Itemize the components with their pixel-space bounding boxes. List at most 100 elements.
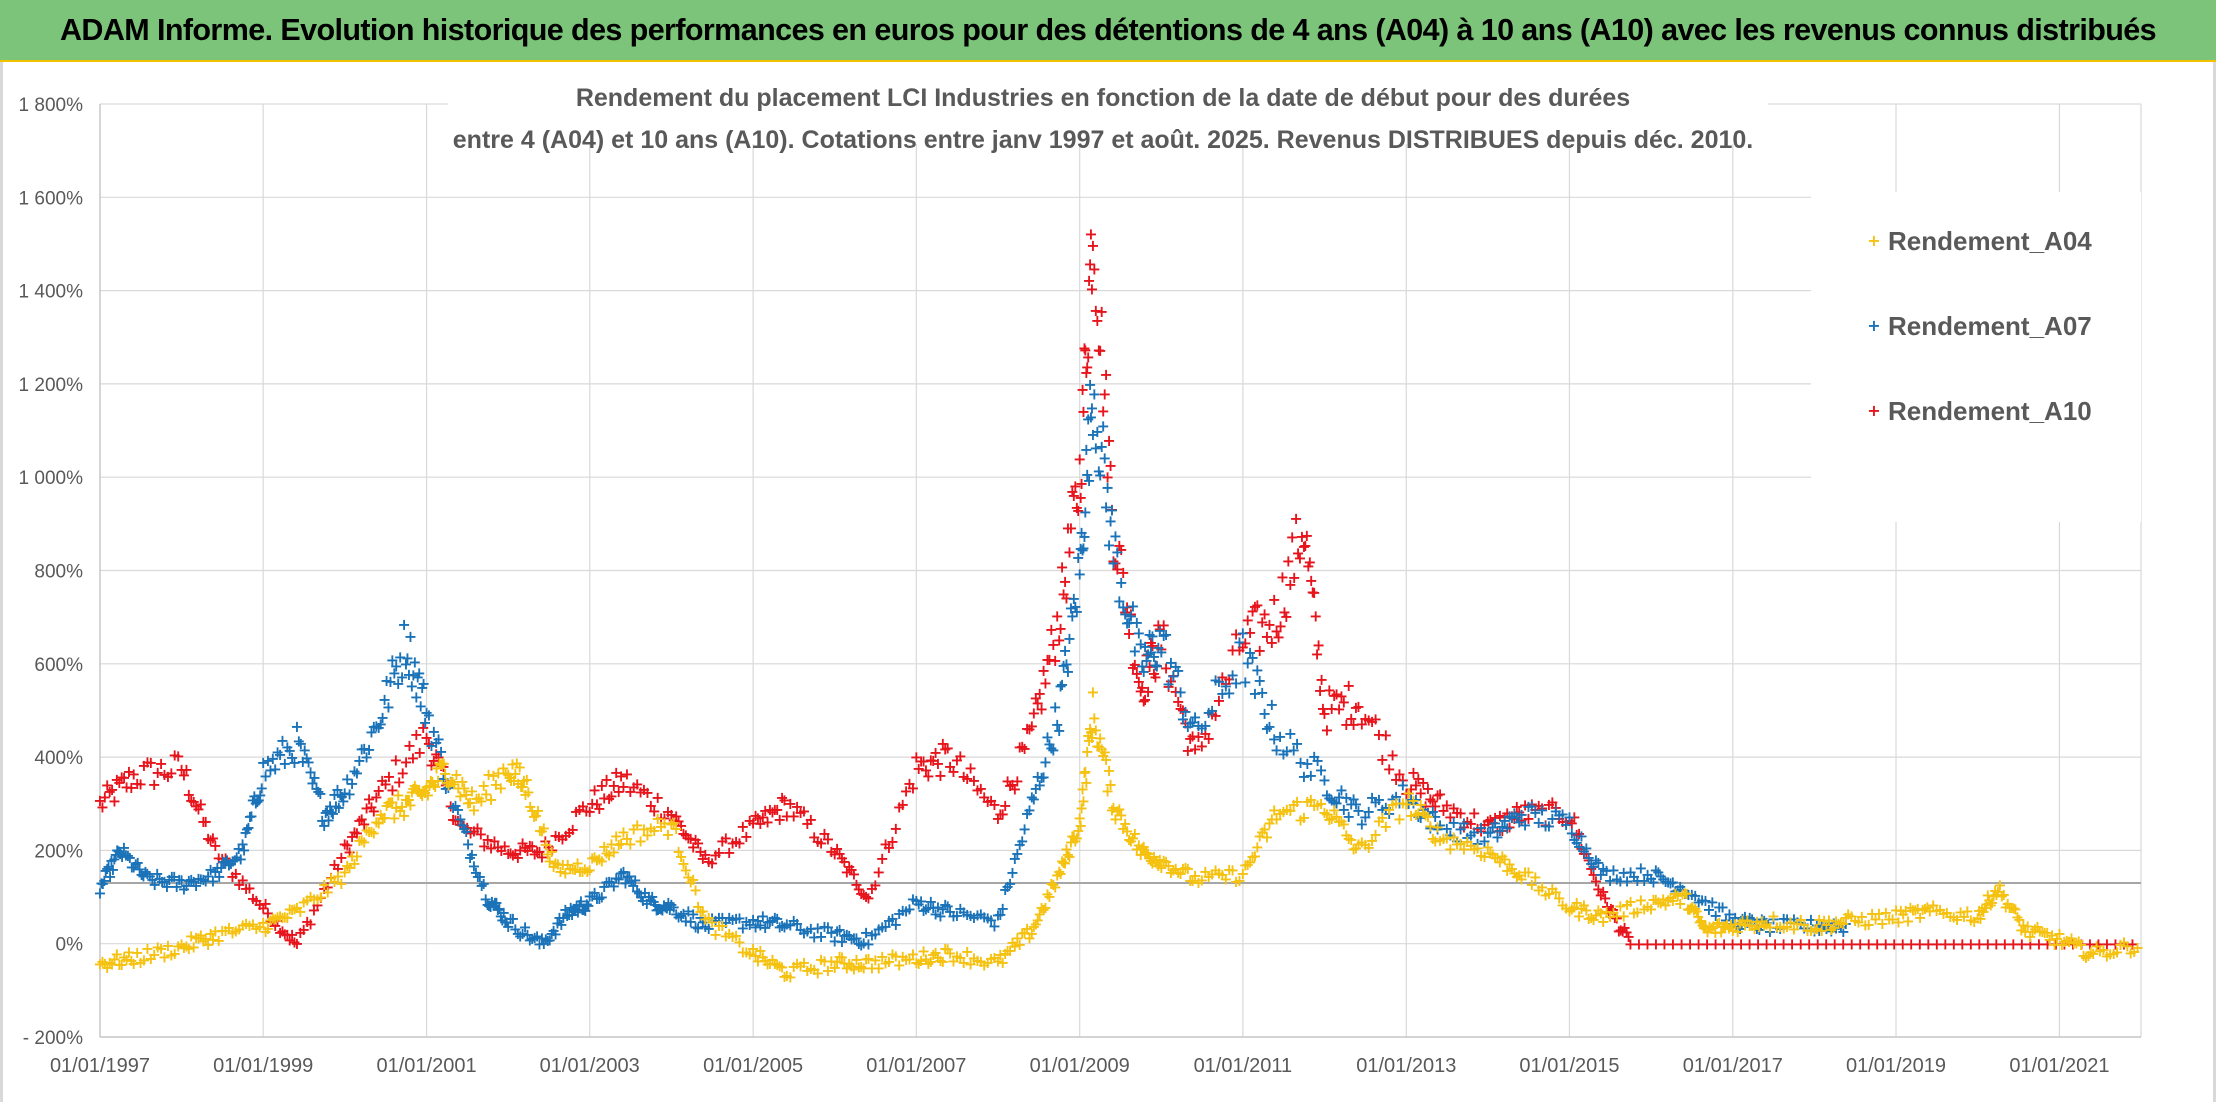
- data-point: +: [187, 792, 200, 811]
- data-point: +: [406, 749, 419, 768]
- data-point: +: [627, 778, 640, 797]
- data-point: +: [583, 802, 596, 821]
- data-point: +: [399, 752, 412, 771]
- y-tick-label: 0%: [56, 935, 84, 956]
- data-point: +: [294, 923, 307, 942]
- banner-title: ADAM Informe. Evolution historique des p…: [59, 12, 2157, 47]
- data-point: +: [199, 812, 212, 831]
- data-point: +: [566, 820, 579, 839]
- data-point: +: [413, 743, 426, 762]
- data-point: +: [182, 785, 195, 804]
- data-point: +: [130, 774, 143, 793]
- x-tick-label: 01/01/2005: [703, 1055, 803, 1077]
- data-point: +: [417, 674, 430, 693]
- data-point: +: [516, 834, 529, 853]
- data-point: +: [1386, 745, 1399, 764]
- data-point: +: [386, 781, 399, 800]
- data-point: +: [331, 859, 344, 878]
- data-point: +: [1265, 695, 1278, 714]
- data-point: +: [634, 782, 647, 801]
- data-point: +: [530, 842, 543, 861]
- data-point: +: [1379, 725, 1392, 744]
- data-point: +: [115, 767, 128, 786]
- data-point: +: [679, 825, 692, 844]
- data-point: +: [624, 782, 637, 801]
- data-point: +: [285, 925, 298, 944]
- data-point: +: [648, 802, 661, 821]
- data-point: +: [185, 791, 198, 810]
- x-tick-label: 01/01/2011: [1194, 1055, 1293, 1077]
- x-tick-label: 01/01/2021: [2009, 1055, 2109, 1077]
- data-point: +: [113, 773, 126, 792]
- data-point: +: [605, 787, 618, 806]
- data-point: +: [1105, 500, 1118, 519]
- data-point: +: [460, 818, 473, 837]
- data-point: +: [165, 764, 178, 783]
- data-point: +: [168, 746, 181, 765]
- data-point: +: [1098, 449, 1111, 468]
- data-point: +: [526, 836, 539, 855]
- data-point: +: [535, 848, 548, 867]
- data-point: +: [1300, 526, 1313, 545]
- data-point: +: [101, 776, 114, 795]
- data-point: +: [1086, 683, 1099, 702]
- data-point: +: [404, 627, 417, 646]
- data-point: +: [189, 797, 202, 816]
- data-point: +: [283, 931, 296, 950]
- legend-label: Rendement_A10: [1888, 396, 2092, 426]
- data-point: +: [271, 911, 284, 930]
- data-point: +: [353, 811, 366, 830]
- data-point: +: [528, 844, 541, 863]
- data-point: +: [239, 879, 252, 898]
- data-point: +: [1379, 817, 1392, 836]
- data-point: +: [1018, 739, 1031, 758]
- data-point: +: [585, 794, 598, 813]
- data-point: +: [261, 904, 274, 923]
- data-point: +: [491, 837, 504, 856]
- data-point: +: [612, 782, 625, 801]
- data-point: +: [1312, 636, 1325, 655]
- data-point: +: [1280, 607, 1293, 626]
- data-point: +: [1088, 259, 1101, 278]
- data-point: +: [1094, 341, 1107, 360]
- data-point: +: [644, 796, 657, 815]
- data-point: +: [602, 789, 615, 808]
- data-point: +: [580, 802, 593, 821]
- data-point: +: [355, 809, 368, 828]
- data-point: +: [478, 837, 491, 856]
- data-point: +: [233, 875, 246, 894]
- data-point: +: [454, 815, 467, 834]
- y-tick-label: 1 000%: [19, 468, 84, 489]
- data-point: +: [2131, 938, 2144, 957]
- y-tick-label: 1 200%: [19, 375, 84, 396]
- grid: [99, 103, 2142, 1038]
- data-point: +: [1078, 527, 1091, 546]
- chart: - 200% 0% 200% 400% 600% 800% 1 000% 1 200% 1 40…: [19, 66, 2144, 1077]
- data-point: +: [382, 698, 395, 717]
- data-point: +: [501, 844, 514, 863]
- data-point: +: [1290, 734, 1303, 753]
- y-tick-label: 800%: [34, 562, 83, 583]
- data-point: +: [375, 771, 388, 790]
- data-point: +: [192, 799, 205, 818]
- data-point: +: [151, 763, 164, 782]
- data-point: +: [273, 923, 286, 942]
- data-point: +: [552, 827, 565, 846]
- legend-label: Rendement_A07: [1888, 311, 2092, 341]
- data-point: +: [1320, 721, 1333, 740]
- data-point: +: [545, 841, 558, 860]
- data-point: +: [504, 843, 517, 862]
- data-point: +: [533, 842, 546, 861]
- data-point: +: [288, 932, 301, 951]
- y-tick-label: - 200%: [23, 1028, 83, 1049]
- data-point: +: [610, 763, 623, 782]
- data-point: +: [201, 829, 214, 848]
- data-point: +: [420, 728, 433, 747]
- data-point: +: [382, 767, 395, 786]
- data-point: +: [362, 790, 375, 809]
- data-point: +: [669, 819, 682, 838]
- data-point: +: [998, 796, 1011, 815]
- data-point: +: [307, 901, 320, 920]
- data-point: +: [177, 766, 190, 785]
- data-point: +: [350, 823, 363, 842]
